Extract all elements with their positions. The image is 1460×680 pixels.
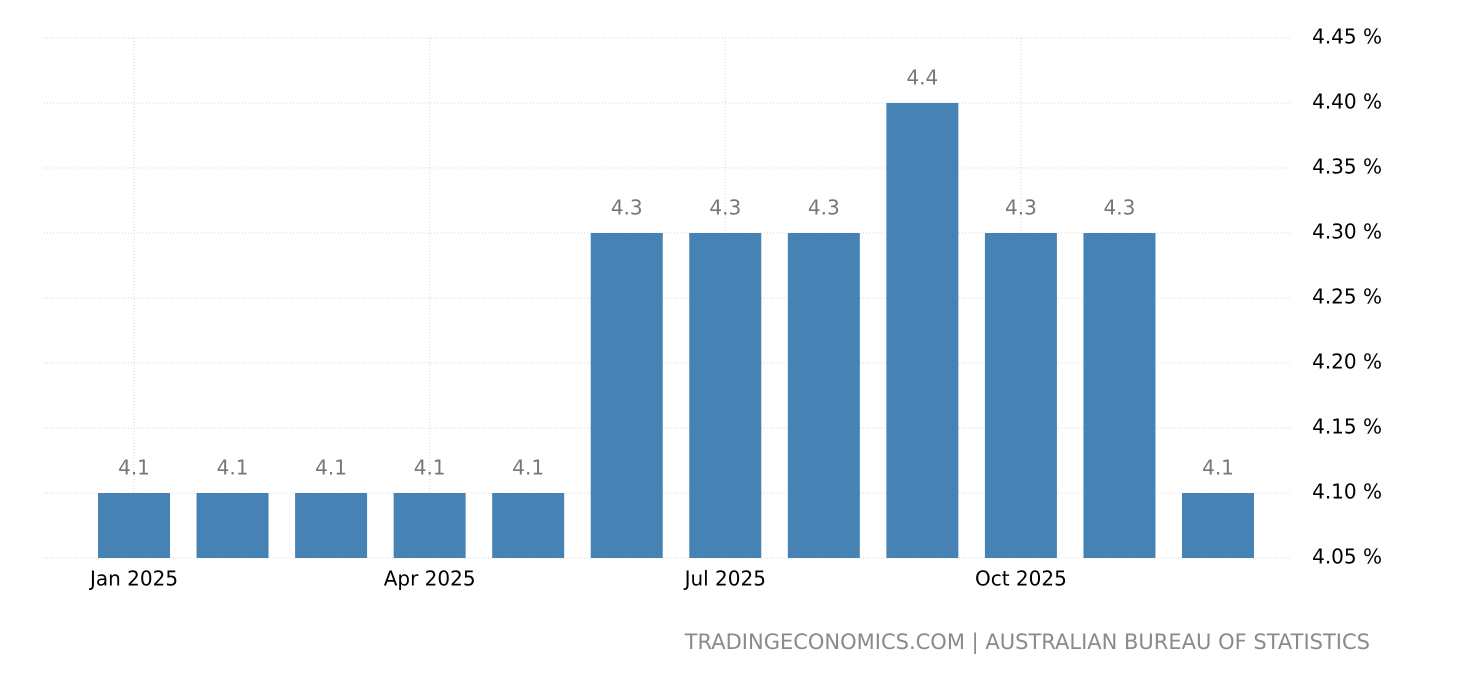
bar — [886, 103, 959, 558]
y-tick-label: 4.30 % — [1312, 220, 1382, 244]
x-tick-label: Oct 2025 — [975, 567, 1067, 591]
y-tick-label: 4.35 % — [1312, 155, 1382, 179]
source: TRADINGECONOMICS.COM | AUSTRALIAN BUREAU… — [684, 630, 1370, 655]
data-label: 4.1 — [118, 456, 150, 480]
data-label: 4.3 — [611, 196, 643, 220]
y-tick-label: 4.05 % — [1312, 545, 1382, 569]
data-label: 4.3 — [709, 196, 741, 220]
data-label: 4.1 — [414, 456, 446, 480]
bar — [196, 493, 269, 558]
bar — [787, 233, 860, 558]
bar — [98, 493, 170, 558]
data-label: 4.1 — [512, 456, 544, 480]
data-label: 4.3 — [1104, 196, 1136, 220]
data-label: 4.3 — [808, 196, 840, 220]
y-tick-label: 4.25 % — [1312, 285, 1382, 309]
bar — [295, 493, 368, 558]
x-tick-label: Jan 2025 — [88, 567, 178, 591]
bar — [492, 493, 565, 558]
bar — [984, 233, 1057, 558]
y-tick-label: 4.10 % — [1312, 480, 1382, 504]
y-tick-label: 4.40 % — [1312, 90, 1382, 114]
data-label: 4.1 — [1202, 456, 1234, 480]
data-label: 4.3 — [1005, 196, 1037, 220]
bar — [1083, 233, 1156, 558]
x-tick-label: Jul 2025 — [683, 567, 766, 591]
y-tick-label: 4.45 % — [1312, 25, 1382, 49]
data-label: 4.1 — [217, 456, 249, 480]
bar — [1182, 493, 1254, 558]
x-tick-label: Apr 2025 — [384, 567, 476, 591]
bar — [590, 233, 663, 558]
y-tick-label: 4.20 % — [1312, 350, 1382, 374]
data-label: 4.1 — [315, 456, 347, 480]
y-tick-label: 4.15 % — [1312, 415, 1382, 439]
data-label: 4.4 — [906, 66, 938, 90]
bar — [689, 233, 762, 558]
bar — [393, 493, 466, 558]
